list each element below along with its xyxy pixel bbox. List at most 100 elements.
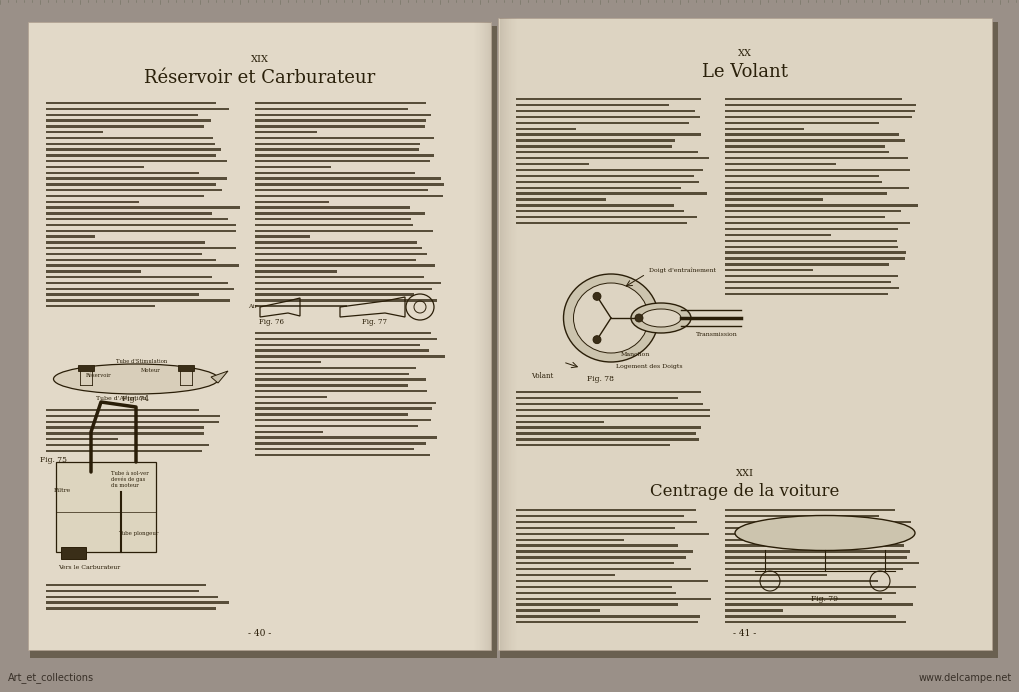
Ellipse shape — [735, 516, 914, 551]
Bar — [255, 349, 429, 352]
Bar — [516, 438, 698, 441]
Bar — [725, 122, 877, 124]
Text: - 41 -: - 41 - — [733, 629, 756, 638]
Bar — [46, 108, 229, 110]
Bar — [255, 160, 429, 163]
Text: Fig. 74: Fig. 74 — [122, 395, 150, 403]
Text: Transmission: Transmission — [695, 332, 737, 337]
Bar — [255, 143, 420, 145]
Bar — [255, 148, 418, 151]
Text: Art_et_collections: Art_et_collections — [8, 672, 94, 683]
Bar — [46, 218, 227, 220]
Bar — [725, 174, 877, 177]
Bar — [725, 515, 878, 517]
Bar — [255, 259, 416, 261]
Text: Vers le Carburateur: Vers le Carburateur — [58, 565, 120, 570]
Bar — [178, 365, 194, 371]
Ellipse shape — [573, 283, 648, 353]
Bar — [497, 18, 991, 650]
Bar — [46, 125, 204, 127]
Bar — [46, 131, 103, 134]
Bar — [56, 462, 156, 552]
Bar — [516, 603, 678, 606]
Bar — [255, 270, 337, 273]
Text: Filtre: Filtre — [54, 488, 71, 493]
Bar — [255, 108, 408, 110]
Bar — [725, 585, 915, 588]
Bar — [725, 157, 907, 159]
Bar — [255, 235, 310, 237]
Text: Tube à sol-ver
devés de gas
du moteur: Tube à sol-ver devés de gas du moteur — [111, 471, 149, 488]
Bar — [255, 247, 422, 249]
Bar — [46, 288, 233, 290]
Ellipse shape — [640, 309, 681, 327]
Bar — [255, 372, 409, 375]
Bar — [255, 113, 430, 116]
Bar — [46, 444, 209, 446]
Text: - 40 -: - 40 - — [248, 629, 271, 638]
Bar — [255, 448, 414, 450]
Bar — [725, 263, 888, 266]
Bar — [725, 275, 897, 277]
Bar — [725, 187, 908, 189]
Bar — [255, 332, 430, 334]
Bar — [725, 210, 901, 212]
Bar — [725, 527, 889, 529]
Bar — [46, 183, 216, 185]
Bar — [255, 344, 419, 346]
Bar — [61, 547, 86, 559]
Bar — [46, 253, 202, 255]
Bar — [255, 355, 445, 358]
Bar — [46, 177, 226, 180]
Ellipse shape — [562, 274, 658, 362]
Bar — [725, 533, 896, 535]
Bar — [255, 338, 437, 340]
Bar — [516, 527, 675, 529]
Bar — [255, 413, 408, 415]
Bar — [516, 403, 703, 405]
Bar — [516, 421, 603, 423]
Text: Fig. 77: Fig. 77 — [362, 318, 387, 326]
Bar — [46, 137, 213, 139]
Bar — [255, 367, 416, 369]
Bar — [516, 204, 674, 206]
Text: Moteur: Moteur — [141, 368, 161, 373]
Bar — [255, 120, 425, 122]
Text: Doigt d'entraînement: Doigt d'entraînement — [648, 268, 715, 273]
Bar — [255, 454, 430, 456]
Bar — [725, 281, 891, 283]
Bar — [725, 139, 905, 142]
Bar — [516, 127, 575, 130]
Bar — [516, 145, 672, 147]
Bar — [516, 139, 675, 142]
Bar — [46, 276, 211, 278]
Bar — [255, 201, 329, 203]
Bar — [516, 397, 678, 399]
Bar — [725, 204, 917, 206]
Bar — [499, 22, 997, 658]
Bar — [725, 257, 904, 260]
Bar — [516, 533, 708, 535]
Bar — [725, 562, 918, 565]
Bar — [46, 590, 199, 592]
Bar — [255, 299, 437, 302]
Bar — [725, 192, 887, 194]
Bar — [28, 22, 490, 650]
Bar — [46, 148, 221, 151]
Bar — [725, 615, 896, 617]
Bar — [255, 131, 317, 134]
Bar — [255, 425, 418, 427]
Bar — [46, 259, 216, 261]
Bar — [46, 166, 144, 168]
Bar — [516, 444, 668, 446]
Bar — [516, 151, 697, 154]
Bar — [516, 122, 689, 124]
Bar — [46, 293, 199, 295]
Bar — [516, 545, 678, 547]
Bar — [46, 584, 206, 586]
Ellipse shape — [53, 364, 218, 394]
Bar — [516, 515, 684, 517]
Bar — [516, 134, 700, 136]
Bar — [46, 409, 199, 411]
Bar — [725, 621, 905, 623]
